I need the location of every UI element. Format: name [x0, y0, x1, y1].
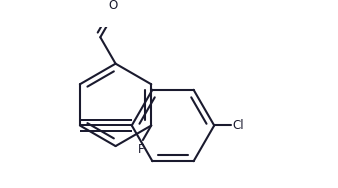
Text: F: F: [138, 143, 145, 156]
Text: O: O: [108, 0, 117, 12]
Text: Cl: Cl: [233, 119, 244, 132]
